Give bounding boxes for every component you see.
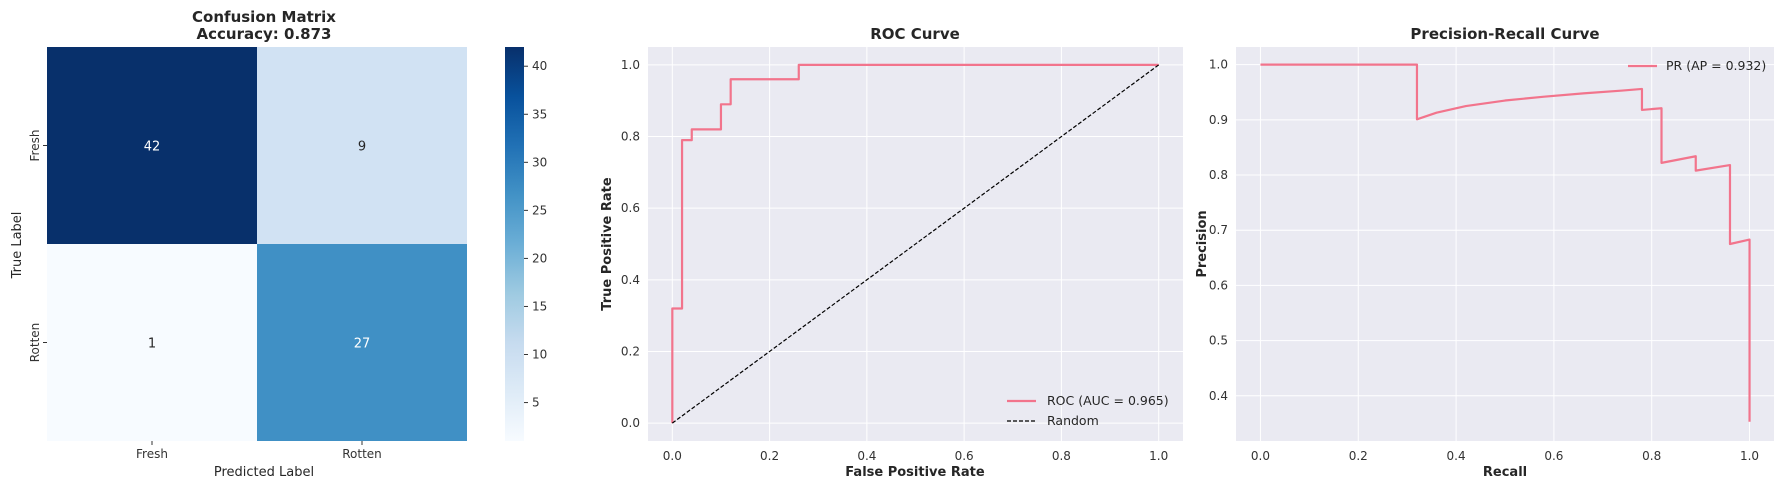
cm-xtick-label: Rotten: [342, 447, 382, 461]
pr-panel: 0.0 0.2 0.4 0.6 0.8 1.00.40.50.60.70.80.91.0 …: [1195, 25, 1774, 480]
cm-cell-value: 1: [148, 337, 156, 352]
roc-xtick-label: 1.0: [1149, 449, 1168, 463]
pr-ytick-label: 0.6: [1209, 278, 1228, 292]
pr-xtick-label: 0.2: [1349, 449, 1368, 463]
cm-colorbar-ticks: 5 10 15 20 25 30 35 40: [524, 59, 547, 409]
cm-colorbar-tick-label: 15: [532, 299, 547, 313]
roc-ytick-label: 0.8: [621, 130, 640, 144]
cm-colorbar-tick-label: 20: [532, 251, 547, 265]
cm-xtick-label: Fresh: [136, 447, 168, 461]
cm-ytick-label: Fresh: [28, 130, 42, 162]
pr-xtick-label: 0.8: [1642, 449, 1661, 463]
roc-legend-label-1: Random: [1047, 413, 1099, 428]
roc-ytick-label: 0.0: [621, 416, 640, 430]
roc-ytick-label: 1.0: [621, 58, 640, 72]
roc-xtick-label: 0.0: [663, 449, 682, 463]
pr-xtick-label: 0.0: [1251, 449, 1270, 463]
cm-colorbar-tick-label: 10: [532, 348, 547, 362]
pr-ytick-label: 0.9: [1209, 113, 1228, 127]
roc-ytick-label: 0.4: [621, 273, 640, 287]
roc-xtick-label: 0.2: [760, 449, 779, 463]
roc-ytick-label: 0.2: [621, 344, 640, 358]
cm-colorbar-tick-label: 25: [532, 203, 547, 217]
roc-legend-label-0: ROC (AUC = 0.965): [1047, 393, 1169, 408]
roc-xtick-label: 0.4: [857, 449, 876, 463]
cm-colorbar-tick-label: 35: [532, 107, 547, 121]
cm-ytick-label: Rotten: [28, 323, 42, 363]
pr-xlabel: Recall: [1483, 465, 1527, 480]
pr-xtick-label: 1.0: [1740, 449, 1759, 463]
cm-ylabel: True Label: [10, 212, 25, 280]
cm-xlabel: Predicted Label: [214, 465, 314, 480]
cm-colorbar-tick-label: 30: [532, 155, 547, 169]
cm-cells: 42 9 1 27: [47, 47, 467, 441]
pr-ytick-label: 0.8: [1209, 168, 1228, 182]
roc-ylabel: True Positive Rate: [600, 177, 615, 311]
cm-colorbar-tick-label: 5: [532, 396, 540, 410]
roc-xtick-label: 0.6: [955, 449, 974, 463]
roc-xlabel: False Positive Rate: [845, 465, 985, 480]
roc-panel: 0.0 0.2 0.4 0.6 0.8 1.0 0.0 0.2 0.4 0.6 0.8 1.0 ROC…: [600, 25, 1183, 480]
roc-title: ROC Curve: [870, 25, 960, 43]
pr-xtick-label: 0.4: [1447, 449, 1466, 463]
cm-colorbar-tick-label: 40: [532, 59, 547, 73]
pr-ytick-label: 1.0: [1209, 58, 1228, 72]
pr-ytick-label: 0.4: [1209, 389, 1228, 403]
cm-subtitle: Accuracy: 0.873: [197, 25, 332, 43]
pr-ylabel: Precision: [1195, 210, 1210, 277]
pr-ytick-label: 0.7: [1209, 223, 1228, 237]
pr-ytick-label: 0.5: [1209, 334, 1228, 348]
pr-title: Precision-Recall Curve: [1410, 25, 1599, 43]
confusion-matrix-panel: Confusion Matrix Accuracy: 0.873 42 91 27 …: [10, 8, 547, 480]
roc-xtick-label: 0.8: [1052, 449, 1071, 463]
cm-colorbar: [505, 47, 524, 441]
pr-legend-label-0: PR (AP = 0.932): [1666, 58, 1766, 73]
cm-cell-value: 9: [358, 140, 366, 155]
roc-ytick-label: 0.6: [621, 201, 640, 215]
pr-xtick-label: 0.6: [1544, 449, 1563, 463]
cm-cell-value: 27: [354, 337, 371, 352]
cm-cell-value: 42: [144, 140, 161, 155]
pr-plot-area: [1236, 47, 1774, 441]
cm-title: Confusion Matrix: [192, 8, 336, 26]
